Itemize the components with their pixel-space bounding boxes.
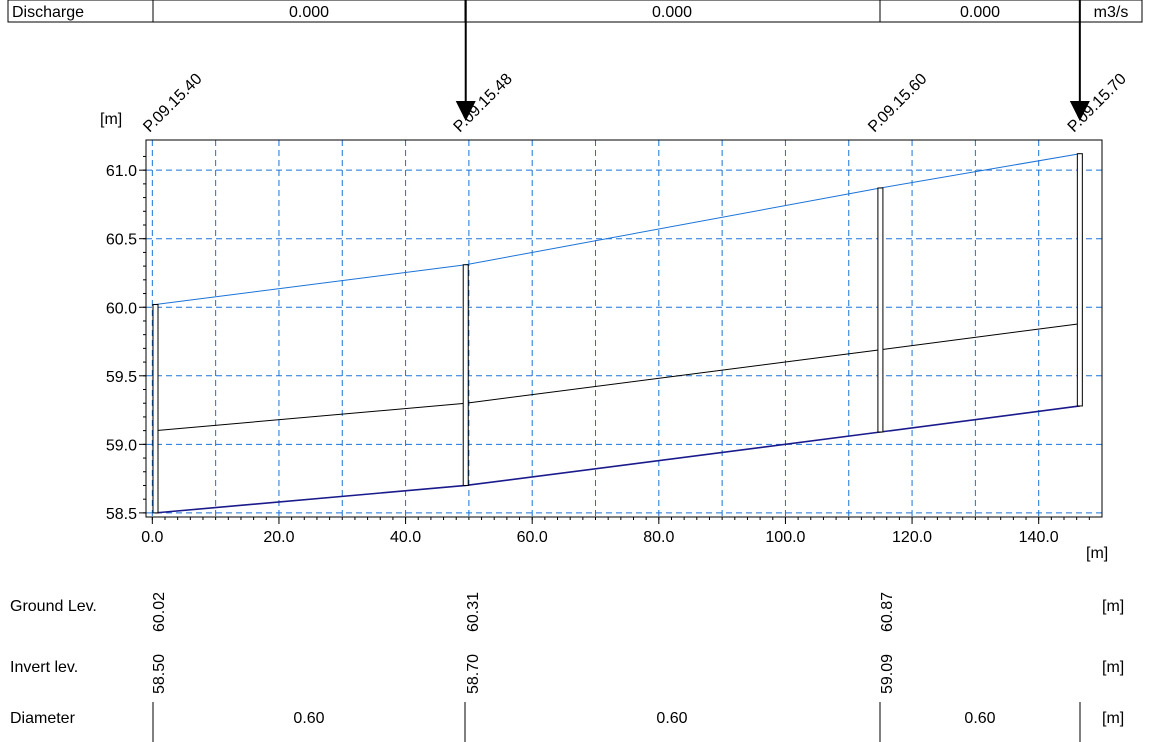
ground-level-unit: [m]: [1102, 598, 1124, 615]
diameter-unit: [m]: [1102, 710, 1124, 727]
grid-layer: [146, 140, 1102, 517]
x-axis-label: [m]: [1086, 545, 1108, 562]
manhole-node: [1076, 153, 1083, 407]
series-line-2: [155, 323, 1080, 432]
discharge-row-border: [7, 0, 1143, 23]
y-tick-label: 59.0: [106, 437, 137, 454]
x-tick-label: 40.0: [390, 529, 421, 546]
x-tick-label: 0.0: [141, 529, 163, 546]
invert-level-value: 58.70: [465, 654, 482, 694]
diameter-value: 0.60: [656, 710, 687, 727]
discharge-value-2: 0.000: [652, 4, 692, 21]
node-layer: P.09.15.40 P.09.15.48 P.09.15.60 P.09.15.70: [140, 70, 1130, 514]
series-layer: [155, 153, 1080, 514]
ground-level-value: 60.31: [465, 592, 482, 632]
discharge-label: Discharge: [12, 4, 84, 21]
x-tick-label: 60.0: [517, 529, 548, 546]
x-tick-label: 140.0: [1019, 529, 1059, 546]
y-tick-label: 58.5: [106, 506, 137, 523]
diameter-value: 0.60: [964, 710, 995, 727]
y-tick-label: 60.5: [106, 232, 137, 249]
x-tick-label: 20.0: [263, 529, 294, 546]
ground-level-value: 60.02: [151, 592, 168, 632]
discharge-row: Discharge 0.000 0.000 0.000 m3/s: [7, 0, 1143, 23]
series-line-1: [155, 153, 1080, 306]
arrow-layer: [455, 0, 1090, 121]
diameter-value: 0.60: [293, 710, 324, 727]
invert-level-value: 58.50: [151, 654, 168, 694]
manhole-node: [462, 264, 469, 486]
manhole-node: [877, 187, 884, 433]
flow-arrow-head: [455, 101, 476, 121]
invert-level-unit: [m]: [1102, 659, 1124, 676]
y-axis-label: [m]: [100, 111, 122, 128]
node-name-label: P.09.15.40: [140, 70, 205, 135]
invert-level-label: Invert lev.: [10, 659, 78, 676]
axis-layer: 58.5 59.0 59.5 60.0 60.5 61.0 0.0 20.0 40.0 60.0 8…: [106, 155, 1090, 546]
table-values: 60.02 60.31 60.87 58.50 58.70 59.09 0.60 0.60 0.…: [151, 592, 1081, 742]
ground-level-label: Ground Lev.: [10, 598, 97, 615]
discharge-unit: m3/s: [1094, 4, 1129, 21]
profile-table: Ground Lev. [m] Invert lev. [m] Diameter…: [10, 592, 1124, 742]
x-tick-label: 120.0: [892, 529, 932, 546]
y-tick-label: 60.0: [106, 300, 137, 317]
invert-level-value: 59.09: [879, 654, 896, 694]
plot-frame: [145, 139, 1103, 518]
node-name-label: P.09.15.60: [865, 70, 930, 135]
diameter-label: Diameter: [10, 710, 76, 727]
manhole-node: [152, 304, 159, 514]
x-tick-label: 100.0: [765, 529, 805, 546]
x-tick-label: 80.0: [643, 529, 674, 546]
ground-level-value: 60.87: [879, 592, 896, 632]
y-tick-label: 59.5: [106, 369, 137, 386]
y-tick-label: 61.0: [106, 163, 137, 180]
discharge-value-3: 0.000: [960, 4, 1000, 21]
series-line-3: [155, 405, 1080, 514]
flow-arrow-head: [1069, 101, 1090, 121]
discharge-value-1: 0.000: [289, 4, 329, 21]
